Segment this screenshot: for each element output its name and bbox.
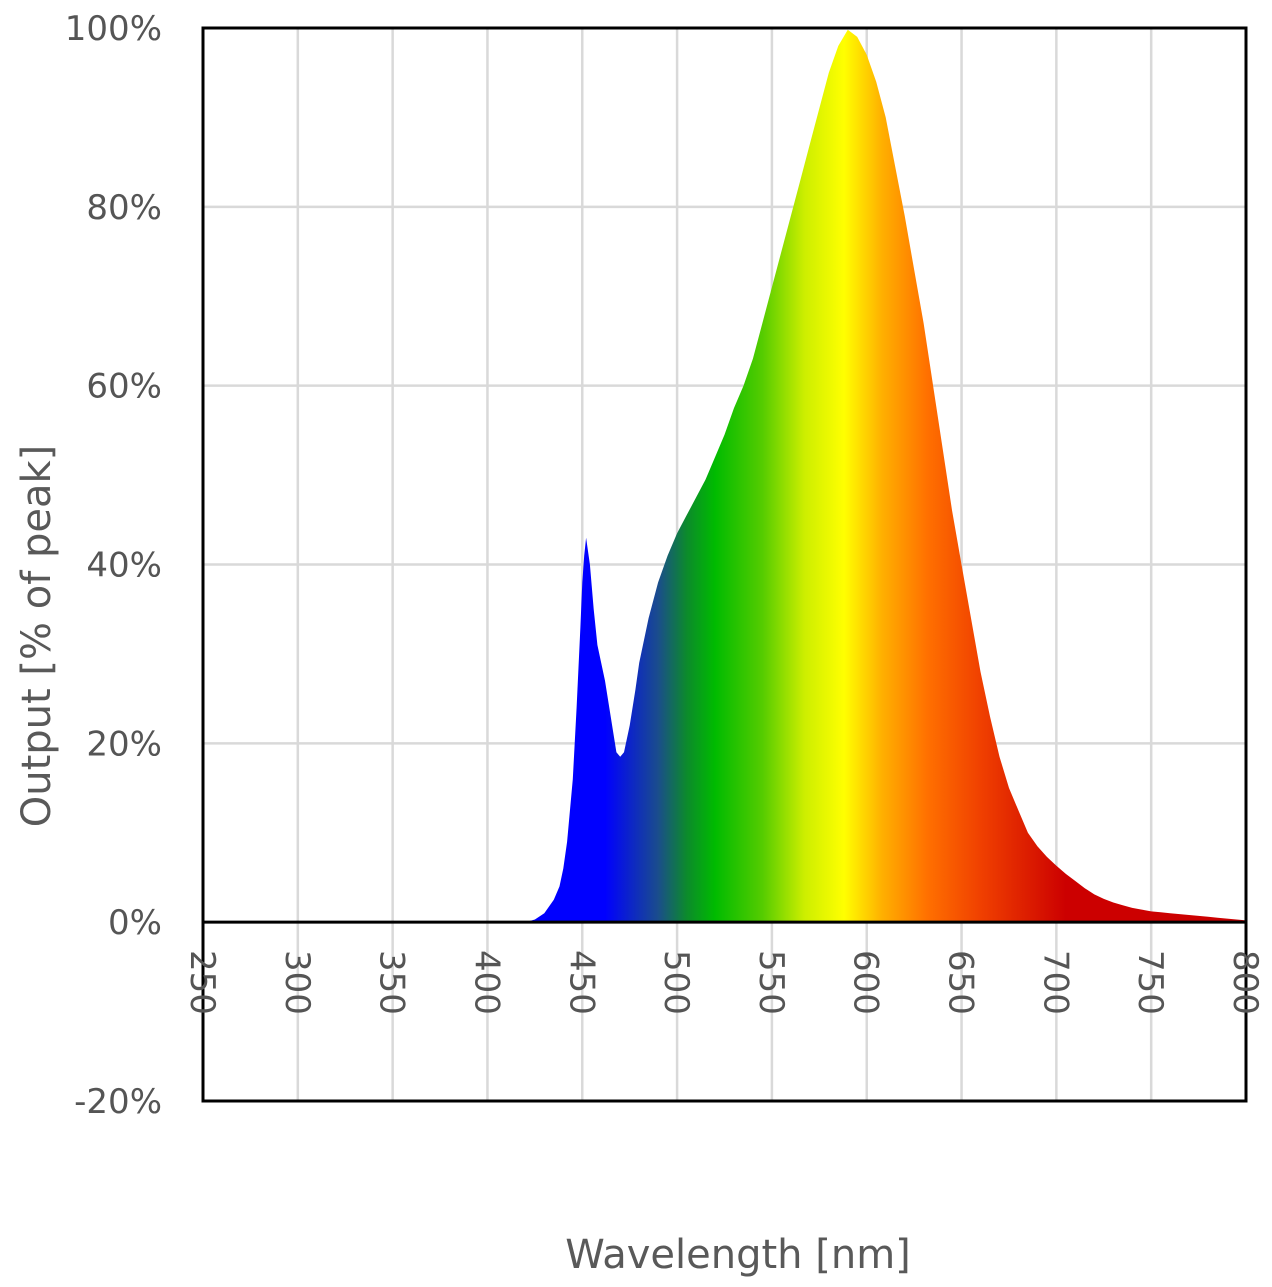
y-tick-label: -20% [74,1082,162,1122]
y-tick-label: 40% [86,546,162,586]
x-tick-label: 400 [467,950,507,1015]
y-axis-title: Output [% of peak] [14,445,60,828]
x-tick-label: 250 [182,950,222,1015]
plot-border [201,26,1248,1103]
x-axis-title: Wavelength [nm] [565,1232,911,1278]
x-tick-label: 500 [656,950,696,1015]
y-tick-label: 20% [86,724,162,764]
y-tick-labels: -20% 0% 20% 40% 60% 80% 100% [65,9,162,1122]
spectrum-area [525,29,1246,923]
y-tick-label: 80% [86,188,162,228]
y-tick-label: 60% [86,367,162,407]
y-tick-label: 0% [108,903,162,943]
x-tick-labels: 250 300 350 400 450 500 550 600 650 700 750 800 [182,950,1265,1015]
x-tick-label: 550 [751,950,791,1015]
x-tick-label: 750 [1130,950,1170,1015]
x-tick-label: 800 [1225,950,1265,1015]
x-tick-label: 450 [561,950,601,1015]
x-tick-label: 650 [941,950,981,1015]
x-tick-label: 600 [846,950,886,1015]
x-tick-label: 350 [372,950,412,1015]
y-tick-label: 100% [65,9,162,49]
x-tick-label: 700 [1035,950,1075,1015]
x-tick-label: 300 [277,950,317,1015]
